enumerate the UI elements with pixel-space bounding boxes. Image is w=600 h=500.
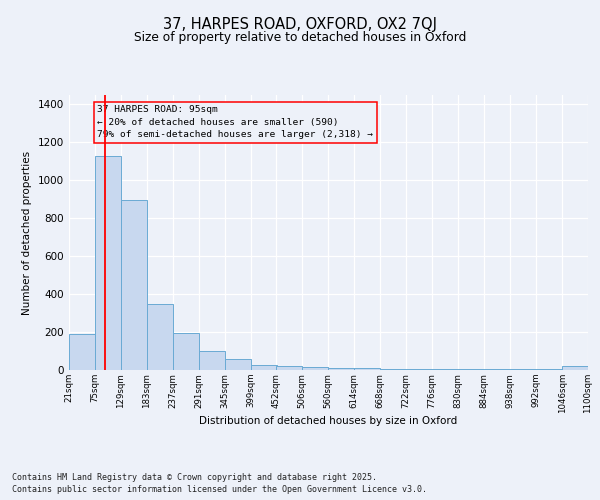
Bar — [458, 369, 484, 370]
Bar — [199, 351, 225, 370]
Bar — [380, 369, 406, 370]
Bar — [484, 369, 510, 370]
Text: 37, HARPES ROAD, OXFORD, OX2 7QJ: 37, HARPES ROAD, OXFORD, OX2 7QJ — [163, 18, 437, 32]
Text: Contains public sector information licensed under the Open Government Licence v3: Contains public sector information licen… — [12, 485, 427, 494]
Text: Size of property relative to detached houses in Oxford: Size of property relative to detached ho… — [134, 32, 466, 44]
Bar — [432, 369, 458, 370]
X-axis label: Distribution of detached houses by size in Oxford: Distribution of detached houses by size … — [199, 416, 458, 426]
Bar — [302, 367, 328, 370]
Bar — [328, 368, 354, 370]
Bar — [121, 200, 147, 370]
Bar — [173, 333, 199, 370]
Text: Contains HM Land Registry data © Crown copyright and database right 2025.: Contains HM Land Registry data © Crown c… — [12, 472, 377, 482]
Bar — [562, 366, 588, 370]
Bar — [69, 334, 95, 370]
Bar — [406, 369, 432, 370]
Bar — [510, 369, 536, 370]
Bar — [277, 366, 302, 370]
Bar — [225, 359, 251, 370]
Bar — [536, 369, 562, 370]
Y-axis label: Number of detached properties: Number of detached properties — [22, 150, 32, 314]
Bar — [95, 156, 121, 370]
Bar — [355, 368, 380, 370]
Text: 37 HARPES ROAD: 95sqm
← 20% of detached houses are smaller (590)
79% of semi-det: 37 HARPES ROAD: 95sqm ← 20% of detached … — [97, 106, 373, 140]
Bar — [147, 304, 173, 370]
Bar — [251, 366, 277, 370]
